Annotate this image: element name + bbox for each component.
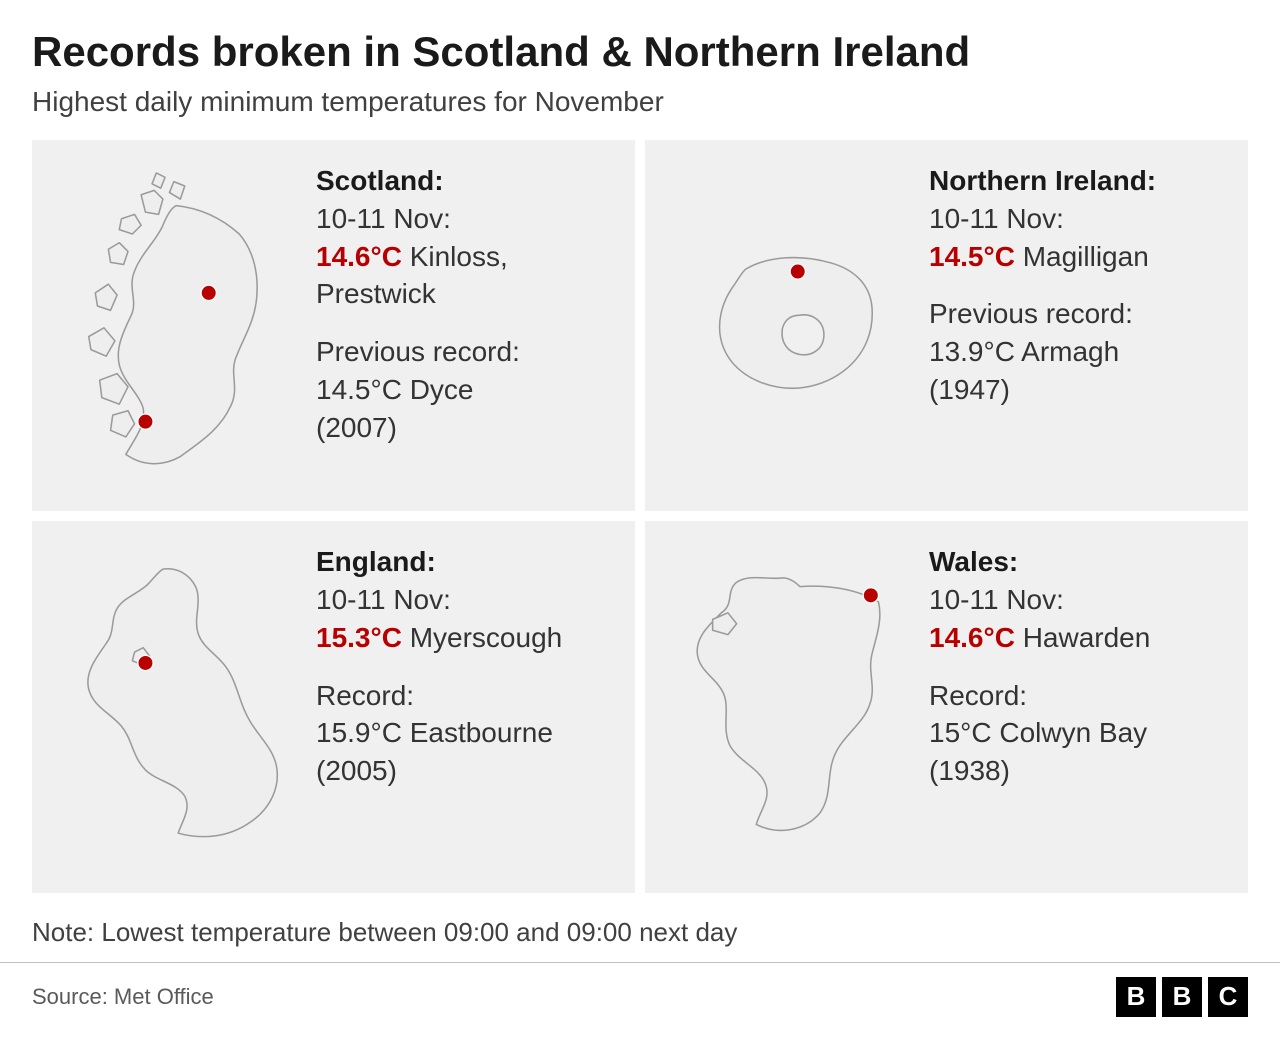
region-name: Northern Ireland: [929,165,1156,196]
bbc-block: B [1162,977,1202,1017]
previous-record-temp: 15°C [929,717,992,748]
bbc-logo: BBC [1116,977,1248,1017]
map-marker [863,588,878,603]
nireland-map [669,217,909,435]
new-record-temp: 14.6°C [316,241,402,272]
region-name: England: [316,546,436,577]
previous-record-location: Dyce [402,374,474,405]
page-subtitle: Highest daily minimum temperatures for N… [32,86,1248,118]
new-record-location: Magilligan [1015,241,1149,272]
wales-map [669,543,909,870]
footnote: Note: Lowest temperature between 09:00 a… [32,913,1248,962]
card-info: Northern Ireland: 10-11 Nov:14.5°C Magill… [929,162,1224,489]
previous-record-location: Armagh [1015,336,1119,367]
record-card: Wales: 10-11 Nov:14.6°C Hawarden Record:15… [645,521,1248,892]
source-text: Source: Met Office [32,984,214,1010]
previous-record-location: Colwyn Bay [992,717,1148,748]
map-marker [138,414,153,429]
record-card: Scotland:10-11 Nov:14.6°C Kinloss, Prest… [32,140,635,511]
map-container [56,162,296,489]
england-map [56,543,296,870]
page-title: Records broken in Scotland & Northern Ir… [32,28,1248,76]
card-info: Scotland:10-11 Nov:14.6°C Kinloss, Prest… [316,162,611,489]
previous-record-temp: 13.9°C [929,336,1015,367]
cards-grid: Scotland:10-11 Nov:14.6°C Kinloss, Prest… [32,140,1248,893]
previous-record-year: (1947) [929,371,1224,409]
map-marker [790,263,805,278]
region-name: Scotland: [316,165,444,196]
previous-record-label: Record: [316,677,611,715]
scotland-map [56,162,296,489]
previous-record-label: Record: [929,677,1224,715]
region-name: Wales: [929,546,1018,577]
bbc-block: B [1116,977,1156,1017]
previous-record-year: (2005) [316,752,611,790]
previous-record-temp: 15.9°C [316,717,402,748]
record-date: 10-11 Nov: [316,200,611,238]
map-container [669,543,909,870]
map-marker [201,285,216,300]
record-card: Northern Ireland: 10-11 Nov:14.5°C Magill… [645,140,1248,511]
record-date: 10-11 Nov: [929,200,1224,238]
new-record-temp: 14.5°C [929,241,1015,272]
record-date: 10-11 Nov: [929,581,1224,619]
new-record-temp: 14.6°C [929,622,1015,653]
new-record-location: Myerscough [402,622,562,653]
map-container [669,162,909,489]
card-info: Wales: 10-11 Nov:14.6°C Hawarden Record:15… [929,543,1224,870]
previous-record-temp: 14.5°C [316,374,402,405]
map-container [56,543,296,870]
map-marker [138,656,153,671]
previous-record-label: Previous record: [316,333,611,371]
new-record-temp: 15.3°C [316,622,402,653]
previous-record-location: Eastbourne [402,717,553,748]
new-record-location: Hawarden [1015,622,1150,653]
record-date: 10-11 Nov: [316,581,611,619]
previous-record-label: Previous record: [929,295,1224,333]
bbc-block: C [1208,977,1248,1017]
previous-record-year: (1938) [929,752,1224,790]
record-card: England: 10-11 Nov:15.3°C Myerscough Recor… [32,521,635,892]
previous-record-year: (2007) [316,409,611,447]
card-info: England: 10-11 Nov:15.3°C Myerscough Recor… [316,543,611,870]
